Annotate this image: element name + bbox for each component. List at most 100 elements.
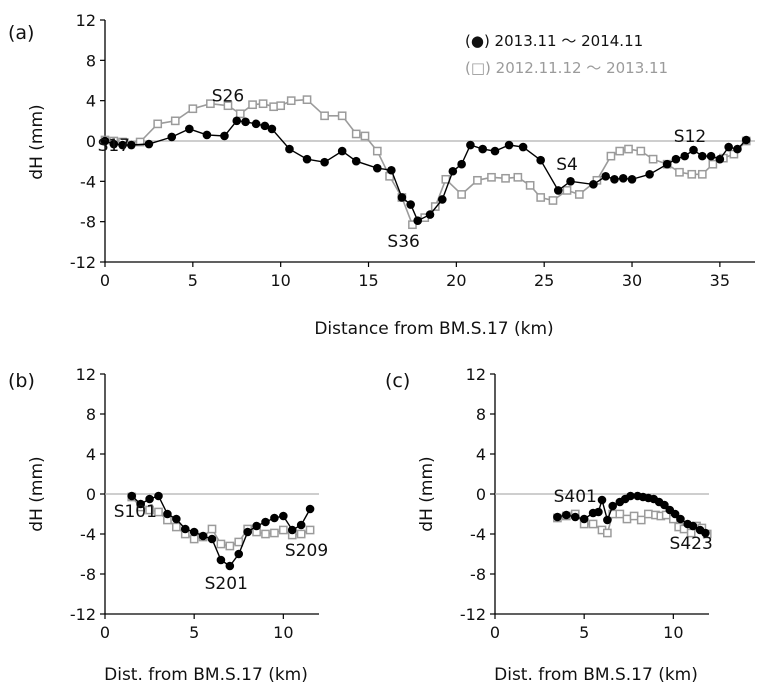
x-tick-label: 10 [270, 271, 290, 290]
series2-point [548, 196, 558, 205]
series2-point [135, 137, 145, 147]
panel-c: (c) dH (mm) Dist. from BM.S.17 (km) -12-… [385, 365, 713, 685]
series1-point [536, 155, 545, 165]
series1-point [185, 124, 194, 134]
series1-point [351, 156, 361, 166]
y-tick-label: 0 [476, 485, 486, 504]
series1-point [267, 124, 277, 134]
series1-point [145, 494, 154, 504]
panel-c-axes [494, 374, 709, 615]
series2-point [648, 154, 658, 164]
y-tick-label: -4 [80, 525, 96, 544]
x-tick-label: 0 [490, 623, 500, 642]
series1-point [518, 142, 528, 152]
series1-point [589, 180, 598, 189]
series1-point [553, 512, 562, 522]
series1-point [627, 175, 637, 184]
series2-point [615, 509, 625, 519]
series2-point [154, 507, 163, 517]
series2-point [270, 528, 279, 538]
series2-point [223, 101, 233, 111]
series2-point [145, 505, 154, 515]
series2-point [372, 146, 382, 156]
series2-point [302, 95, 312, 105]
series1-point [167, 132, 177, 142]
series2-point [337, 111, 347, 121]
x-tick-label: 5 [188, 271, 198, 290]
site-label: S36 [387, 232, 419, 252]
x-tick-label: 0 [100, 271, 110, 290]
series1-point [260, 121, 270, 131]
series1-point [662, 159, 672, 169]
series1-point [741, 135, 751, 145]
y-tick-label: 12 [76, 11, 96, 30]
series2-point [588, 519, 598, 529]
series1-point [241, 117, 250, 127]
series2-point [248, 100, 257, 110]
y-tick-label: -8 [80, 213, 96, 232]
y-tick-label: 8 [476, 405, 486, 424]
y-tick-label: -8 [470, 565, 486, 584]
panel-a: (a) dH (mm) Distance from BM.S.17 (km) -… [8, 11, 755, 339]
series2-point [207, 524, 217, 534]
series2-point [171, 522, 181, 532]
series2-point [644, 509, 653, 519]
series1-point [671, 154, 681, 164]
site-label: S101 [114, 502, 157, 522]
series2-point [562, 186, 572, 195]
series1-point [594, 507, 603, 517]
x-tick-label: 5 [579, 623, 589, 642]
series2-point [269, 102, 278, 112]
series2-point [408, 220, 417, 230]
series2-point [473, 175, 482, 185]
series1-point [285, 144, 294, 154]
series2-point [622, 514, 632, 524]
series1-point [261, 517, 270, 527]
series1-point [715, 154, 725, 164]
x-tick-label: 20 [446, 271, 466, 290]
legend: (●) 2013.11 ～ 2014.11 (□) 2012.11.12 ～ 2… [465, 32, 668, 77]
series2-point [276, 101, 286, 111]
series1-point [413, 216, 423, 225]
series1-point [437, 195, 447, 204]
panel-b-label: (b) [8, 370, 35, 392]
series1-point [733, 144, 742, 154]
series1-point [579, 514, 589, 524]
series1-point [504, 140, 514, 150]
series2-point [360, 131, 370, 141]
panel-b: (b) dH (mm) Dist. from BM.S.17 (km) -12-… [8, 365, 328, 685]
series2-point [697, 169, 707, 179]
series2-point [278, 525, 288, 535]
series1-point [603, 515, 612, 525]
series1-point [189, 527, 199, 537]
x-tick-label: 35 [710, 271, 730, 290]
series2-point [687, 169, 697, 179]
site-label: S4 [556, 155, 578, 175]
y-tick-label: -8 [80, 565, 96, 584]
series1-point [601, 171, 610, 181]
series1-point [406, 200, 415, 209]
series2-point [525, 181, 535, 190]
series1-point [562, 510, 571, 520]
panel-a-ticks: -12 -8 -4 0 4 8 12 0 5 10 15 20 25 30 35 [70, 11, 730, 290]
x-tick-label: 25 [534, 271, 554, 290]
series1-point [251, 119, 261, 129]
series2-point [286, 96, 296, 106]
x-tick-label: 15 [358, 271, 378, 290]
site-label: S401 [554, 487, 597, 507]
series1-point [397, 193, 407, 202]
panel-b-marks [127, 491, 315, 571]
panel-c-xlabel: Dist. from BM.S.17 (km) [494, 665, 698, 685]
series1-point [689, 145, 698, 155]
series2-point [708, 159, 718, 169]
y-tick-label: 4 [476, 445, 486, 464]
series1-point [645, 169, 654, 179]
legend-series1: (●) 2013.11 ～ 2014.11 [465, 32, 643, 50]
series2-point [636, 515, 646, 525]
site-label: S12 [674, 127, 706, 147]
series2-point [501, 173, 510, 183]
series1-point [243, 527, 252, 537]
series1-point [425, 210, 435, 219]
y-tick-label: -12 [70, 605, 96, 624]
series2-point [234, 537, 244, 547]
